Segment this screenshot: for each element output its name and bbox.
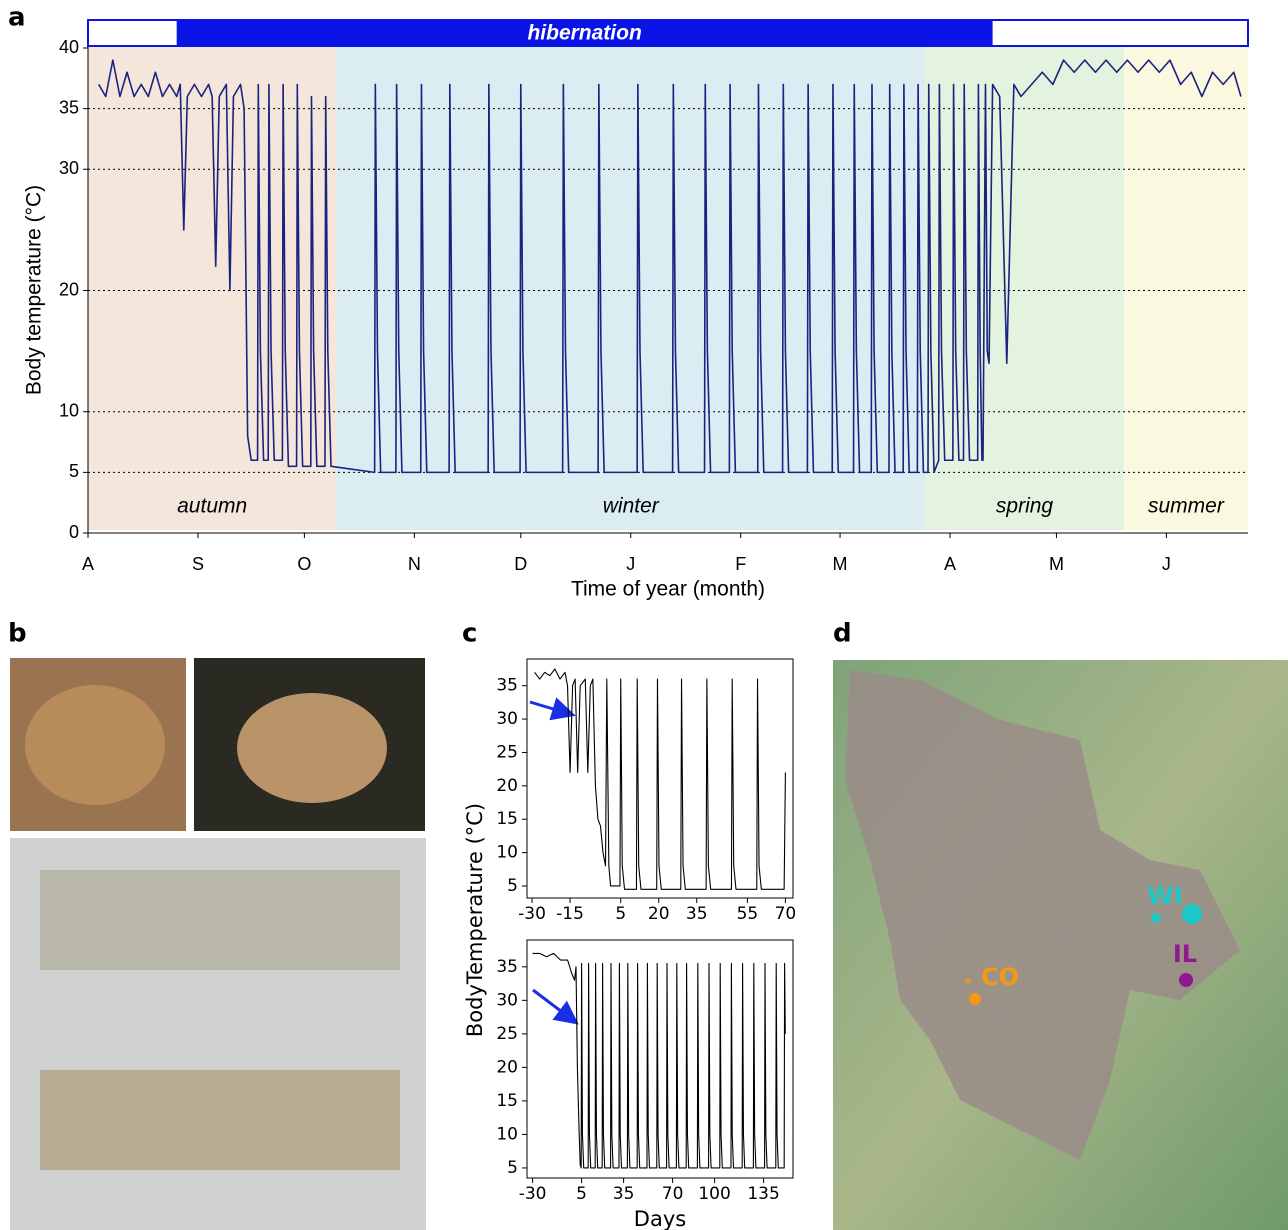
site-dot bbox=[1151, 913, 1161, 923]
site-dot bbox=[969, 993, 981, 1005]
y-tick-label: 40 bbox=[59, 37, 79, 57]
plot-frame bbox=[526, 939, 794, 1179]
y-tick-label: 35 bbox=[59, 97, 79, 117]
y-tick-label: 5 bbox=[507, 876, 518, 896]
y-axis-label: BodyTemperature (°C) bbox=[463, 803, 487, 1037]
x-tick-label: M bbox=[1049, 554, 1064, 574]
temperature-line bbox=[532, 952, 786, 1169]
x-tick-label: A bbox=[944, 554, 956, 574]
x-tick-label: 100 bbox=[698, 1184, 730, 1204]
x-tick-label: -30 bbox=[519, 1184, 547, 1204]
map-label: IL bbox=[1173, 940, 1197, 968]
y-tick-label: 10 bbox=[496, 1124, 518, 1144]
y-tick-label: 20 bbox=[496, 1057, 518, 1077]
map-label: WI bbox=[1147, 882, 1182, 910]
y-tick-label: 20 bbox=[59, 279, 79, 299]
y-tick-label: 15 bbox=[496, 1091, 518, 1111]
season-band bbox=[1123, 46, 1248, 530]
panel-letter: a bbox=[8, 3, 26, 33]
site-dot bbox=[1182, 904, 1202, 924]
x-tick-label: F bbox=[735, 554, 746, 574]
panel-letter: c bbox=[462, 619, 477, 649]
arrow bbox=[532, 988, 579, 1025]
hibernation-label: hibernation bbox=[527, 22, 641, 45]
range-area bbox=[845, 670, 1240, 1160]
site-dot bbox=[1179, 973, 1193, 987]
x-tick-label: 135 bbox=[747, 1184, 779, 1204]
y-tick-label: 25 bbox=[496, 742, 518, 762]
y-tick-label: 0 bbox=[69, 522, 79, 542]
x-tick-label: -30 bbox=[518, 904, 546, 924]
x-tick-label: N bbox=[408, 554, 421, 574]
x-tick-label: 70 bbox=[775, 904, 797, 924]
photo-detail bbox=[237, 693, 387, 803]
arrow bbox=[529, 697, 576, 721]
site-dot bbox=[965, 978, 971, 984]
x-tick-label: M bbox=[833, 554, 848, 574]
y-tick-label: 25 bbox=[496, 1024, 518, 1044]
season-label: summer bbox=[1148, 495, 1225, 518]
x-axis-label: Time of year (month) bbox=[571, 578, 765, 601]
temperature-line bbox=[534, 668, 786, 890]
hibernation-bar bbox=[176, 21, 993, 45]
photo-detail bbox=[40, 870, 400, 970]
y-tick-label: 35 bbox=[496, 676, 518, 696]
season-label: winter bbox=[603, 495, 660, 518]
x-tick-label: A bbox=[82, 554, 94, 574]
y-tick-label: 10 bbox=[59, 401, 79, 421]
x-tick-label: S bbox=[192, 554, 204, 574]
y-tick-label: 15 bbox=[496, 809, 518, 829]
x-tick-label: O bbox=[297, 554, 311, 574]
y-tick-label: 30 bbox=[59, 158, 79, 178]
x-tick-label: 20 bbox=[648, 904, 670, 924]
season-label: spring bbox=[996, 495, 1054, 518]
y-tick-label: 20 bbox=[496, 776, 518, 796]
y-tick-label: 5 bbox=[507, 1158, 518, 1178]
x-tick-label: D bbox=[514, 554, 527, 574]
y-axis-label: Body temperature (°C) bbox=[23, 185, 46, 395]
x-tick-label: 35 bbox=[613, 1184, 635, 1204]
x-tick-label: -15 bbox=[556, 904, 584, 924]
panel-letter: d bbox=[833, 619, 852, 649]
temperature-line bbox=[97, 59, 1242, 474]
x-axis-label: Days bbox=[634, 1207, 686, 1230]
panel-letter: b bbox=[8, 619, 27, 649]
x-tick-label: 70 bbox=[662, 1184, 684, 1204]
x-tick-label: 35 bbox=[686, 904, 708, 924]
y-tick-label: 10 bbox=[496, 843, 518, 863]
season-label: autumn bbox=[177, 495, 247, 518]
y-tick-label: 5 bbox=[69, 461, 79, 481]
x-tick-label: 5 bbox=[615, 904, 626, 924]
plot-frame bbox=[526, 658, 794, 899]
x-tick-label: J bbox=[626, 554, 635, 574]
photo-detail bbox=[25, 685, 165, 805]
y-tick-label: 30 bbox=[496, 990, 518, 1010]
x-tick-label: J bbox=[1162, 554, 1171, 574]
season-band bbox=[336, 46, 926, 530]
photo-detail bbox=[40, 1070, 400, 1170]
y-tick-label: 30 bbox=[496, 709, 518, 729]
x-tick-label: 55 bbox=[737, 904, 759, 924]
x-tick-label: 5 bbox=[576, 1184, 587, 1204]
y-tick-label: 35 bbox=[496, 957, 518, 977]
map-label: CO bbox=[981, 963, 1019, 991]
